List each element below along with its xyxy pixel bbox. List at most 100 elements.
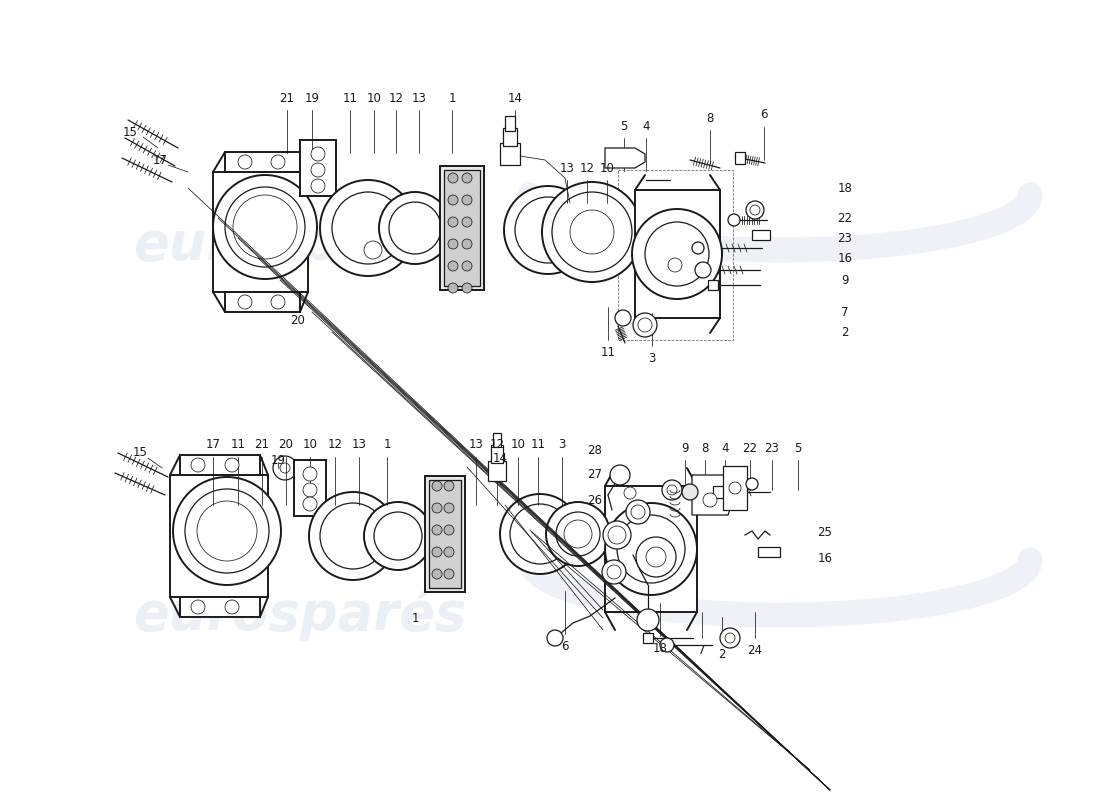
Text: 14: 14	[507, 91, 522, 105]
Text: 3: 3	[648, 351, 656, 365]
Text: 7: 7	[842, 306, 849, 318]
Text: 19: 19	[305, 91, 319, 105]
Text: 19: 19	[271, 454, 286, 466]
Circle shape	[617, 515, 685, 583]
Text: 5: 5	[620, 119, 628, 133]
Text: 21: 21	[279, 91, 295, 105]
Circle shape	[311, 179, 324, 193]
Circle shape	[311, 147, 324, 161]
Circle shape	[515, 197, 581, 263]
Circle shape	[444, 481, 454, 491]
Bar	[505, 116, 515, 131]
Circle shape	[682, 484, 698, 500]
Polygon shape	[605, 486, 697, 612]
Text: 25: 25	[817, 526, 833, 538]
Circle shape	[646, 547, 666, 567]
Text: 6: 6	[561, 639, 569, 653]
Circle shape	[309, 492, 397, 580]
Text: 4: 4	[642, 119, 650, 133]
Circle shape	[197, 501, 257, 561]
Text: 15: 15	[122, 126, 138, 138]
Circle shape	[238, 155, 252, 169]
Circle shape	[271, 155, 285, 169]
Circle shape	[746, 478, 758, 490]
Circle shape	[615, 310, 631, 326]
Circle shape	[607, 565, 621, 579]
Circle shape	[364, 502, 432, 570]
Circle shape	[448, 283, 458, 293]
Polygon shape	[226, 292, 300, 312]
Text: 1: 1	[383, 438, 390, 451]
Text: 6: 6	[760, 109, 768, 122]
Circle shape	[728, 214, 740, 226]
Circle shape	[374, 512, 422, 560]
Text: 12: 12	[580, 162, 594, 174]
Text: 5: 5	[794, 442, 802, 454]
Circle shape	[703, 493, 717, 507]
Polygon shape	[213, 172, 308, 292]
Circle shape	[379, 192, 451, 264]
Text: 10: 10	[510, 438, 526, 451]
Text: 23: 23	[837, 231, 852, 245]
Text: 9: 9	[681, 442, 689, 454]
Text: 20: 20	[290, 314, 306, 326]
Circle shape	[462, 239, 472, 249]
Bar	[425, 476, 465, 592]
Circle shape	[720, 628, 740, 648]
Text: 10: 10	[600, 162, 615, 174]
Circle shape	[191, 600, 205, 614]
Text: 27: 27	[587, 469, 603, 482]
Circle shape	[448, 173, 458, 183]
Text: 1: 1	[411, 611, 419, 625]
Circle shape	[631, 505, 645, 519]
Circle shape	[432, 503, 442, 513]
Bar	[488, 461, 506, 481]
Circle shape	[626, 500, 650, 524]
Circle shape	[448, 195, 458, 205]
Text: 10: 10	[302, 438, 318, 451]
Text: 3: 3	[559, 438, 565, 451]
Circle shape	[556, 512, 600, 556]
Bar	[758, 547, 780, 557]
Circle shape	[462, 173, 472, 183]
Polygon shape	[226, 152, 300, 172]
Circle shape	[462, 217, 472, 227]
Circle shape	[695, 262, 711, 278]
Circle shape	[608, 526, 626, 544]
Circle shape	[273, 456, 297, 480]
Text: 17: 17	[206, 438, 220, 451]
Bar	[618, 170, 733, 340]
Circle shape	[444, 569, 454, 579]
Text: 28: 28	[587, 443, 603, 457]
Circle shape	[692, 242, 704, 254]
Circle shape	[226, 187, 305, 267]
Circle shape	[432, 481, 442, 491]
Text: 2: 2	[842, 326, 849, 338]
Bar	[708, 280, 718, 290]
Circle shape	[432, 569, 442, 579]
Circle shape	[750, 205, 760, 215]
Circle shape	[645, 222, 710, 286]
Polygon shape	[635, 190, 720, 318]
Text: 1: 1	[449, 91, 455, 105]
Text: 14: 14	[493, 451, 507, 465]
Circle shape	[662, 480, 682, 500]
Circle shape	[389, 202, 441, 254]
Circle shape	[602, 560, 626, 584]
Circle shape	[668, 258, 682, 272]
Circle shape	[238, 295, 252, 309]
Circle shape	[302, 467, 317, 481]
Circle shape	[320, 503, 386, 569]
Circle shape	[462, 195, 472, 205]
Bar	[752, 230, 770, 240]
Polygon shape	[692, 475, 735, 515]
Circle shape	[271, 295, 285, 309]
Bar	[500, 143, 520, 165]
Text: 12: 12	[328, 438, 342, 451]
Text: 7: 7	[698, 643, 706, 657]
Text: 18: 18	[837, 182, 852, 194]
Circle shape	[564, 520, 592, 548]
Text: 10: 10	[366, 91, 382, 105]
Circle shape	[364, 241, 382, 259]
Polygon shape	[170, 475, 268, 597]
